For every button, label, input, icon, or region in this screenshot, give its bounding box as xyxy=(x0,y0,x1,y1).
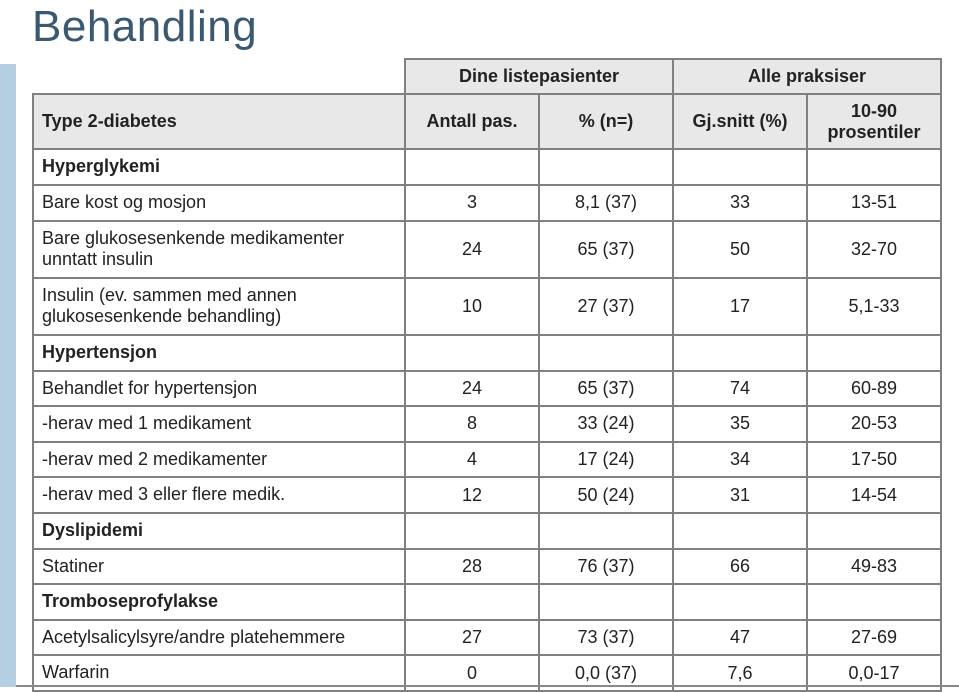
empty-cell xyxy=(673,584,807,620)
empty-cell xyxy=(673,335,807,371)
col-header-prosentiler: 10-90 prosentiler xyxy=(807,94,941,149)
blank-cell xyxy=(33,59,405,94)
empty-cell xyxy=(807,513,941,549)
empty-cell xyxy=(405,513,539,549)
treatment-table: Dine listepasienter Alle praksiser Type … xyxy=(32,58,942,692)
empty-cell xyxy=(539,513,673,549)
cell-prosentiler: 5,1-33 xyxy=(807,278,941,335)
empty-cell xyxy=(539,584,673,620)
row-label: -herav med 1 medikament xyxy=(33,406,405,442)
row-label: Bare glukosesenkende medikamenter unntat… xyxy=(33,221,405,278)
row-label: Acetylsalicylsyre/andre platehemmere xyxy=(33,620,405,656)
cell-pctn: 65 (37) xyxy=(539,221,673,278)
page-title: Behandling xyxy=(32,0,935,52)
cell-prosentiler: 32-70 xyxy=(807,221,941,278)
section-label: Tromboseprofylakse xyxy=(33,584,405,620)
cell-pctn: 73 (37) xyxy=(539,620,673,656)
empty-cell xyxy=(673,149,807,185)
cell-gjsnitt: 34 xyxy=(673,442,807,478)
cell-antall: 27 xyxy=(405,620,539,656)
empty-cell xyxy=(405,335,539,371)
cell-pctn: 33 (24) xyxy=(539,406,673,442)
row-label: -herav med 3 eller flere medik. xyxy=(33,477,405,513)
cell-antall: 24 xyxy=(405,371,539,407)
cell-prosentiler: 27-69 xyxy=(807,620,941,656)
accent-bar xyxy=(0,64,16,687)
empty-cell xyxy=(673,513,807,549)
cell-antall: 24 xyxy=(405,221,539,278)
cell-pctn: 17 (24) xyxy=(539,442,673,478)
cell-gjsnitt: 17 xyxy=(673,278,807,335)
row-label: -herav med 2 medikamenter xyxy=(33,442,405,478)
section-label: Hypertensjon xyxy=(33,335,405,371)
cell-pctn: 8,1 (37) xyxy=(539,185,673,221)
empty-cell xyxy=(807,149,941,185)
empty-cell xyxy=(807,335,941,371)
cell-prosentiler: 13-51 xyxy=(807,185,941,221)
cell-gjsnitt: 74 xyxy=(673,371,807,407)
row-label: Insulin (ev. sammen med annen glukosesen… xyxy=(33,278,405,335)
cell-antall: 4 xyxy=(405,442,539,478)
cell-gjsnitt: 50 xyxy=(673,221,807,278)
group-header-all: Alle praksiser xyxy=(673,59,941,94)
cell-gjsnitt: 47 xyxy=(673,620,807,656)
empty-cell xyxy=(807,584,941,620)
cell-antall: 10 xyxy=(405,278,539,335)
cell-prosentiler: 60-89 xyxy=(807,371,941,407)
cell-antall: 8 xyxy=(405,406,539,442)
cell-pctn: 76 (37) xyxy=(539,549,673,585)
row-label: Behandlet for hypertensjon xyxy=(33,371,405,407)
row-label: Bare kost og mosjon xyxy=(33,185,405,221)
empty-cell xyxy=(539,149,673,185)
cell-prosentiler: 17-50 xyxy=(807,442,941,478)
col-header-antall: Antall pas. xyxy=(405,94,539,149)
group-header-yours: Dine listepasienter xyxy=(405,59,673,94)
cell-antall: 12 xyxy=(405,477,539,513)
cell-antall: 28 xyxy=(405,549,539,585)
col-header-gjsnitt: Gj.snitt (%) xyxy=(673,94,807,149)
cell-pctn: 65 (37) xyxy=(539,371,673,407)
col-header-pctn: % (n=) xyxy=(539,94,673,149)
cell-prosentiler: 49-83 xyxy=(807,549,941,585)
cell-gjsnitt: 33 xyxy=(673,185,807,221)
empty-cell xyxy=(405,584,539,620)
cell-prosentiler: 14-54 xyxy=(807,477,941,513)
cell-gjsnitt: 31 xyxy=(673,477,807,513)
section-label: Dyslipidemi xyxy=(33,513,405,549)
empty-cell xyxy=(539,335,673,371)
cell-pctn: 27 (37) xyxy=(539,278,673,335)
cell-gjsnitt: 66 xyxy=(673,549,807,585)
row-label: Statiner xyxy=(33,549,405,585)
cell-antall: 3 xyxy=(405,185,539,221)
bottom-rule xyxy=(16,685,959,687)
empty-cell xyxy=(405,149,539,185)
cell-gjsnitt: 35 xyxy=(673,406,807,442)
cell-pctn: 50 (24) xyxy=(539,477,673,513)
cell-prosentiler: 20-53 xyxy=(807,406,941,442)
col-header-type: Type 2-diabetes xyxy=(33,94,405,149)
section-label: Hyperglykemi xyxy=(33,149,405,185)
